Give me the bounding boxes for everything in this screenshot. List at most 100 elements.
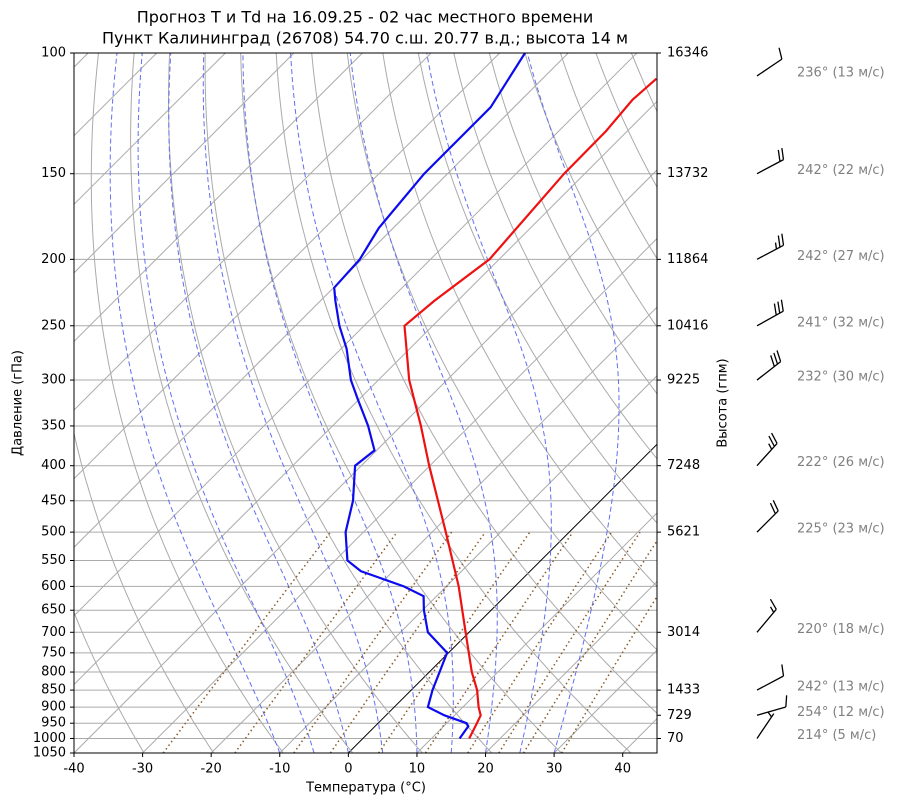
y-tick-label: 200 — [41, 252, 66, 267]
y2-axis-label: Высота (гпм) — [716, 358, 731, 447]
isotherm — [142, 237, 657, 753]
wind-barb — [756, 598, 777, 633]
wind-barb — [756, 233, 785, 260]
wind-label: 242° (27 м/с) — [797, 249, 885, 264]
dry-adiabat — [74, 431, 215, 753]
wind-barb — [756, 432, 778, 467]
dry-adiabat — [130, 53, 354, 753]
isotherm — [74, 53, 569, 548]
wind-barb — [756, 47, 783, 77]
plot-area — [74, 53, 900, 753]
dry-adiabat — [204, 53, 493, 753]
dry-adiabat — [90, 53, 284, 753]
height-label: 5621 — [667, 525, 700, 540]
isotherm — [74, 53, 432, 411]
mixing-ratio-line — [162, 531, 332, 753]
height-label: 3014 — [667, 625, 700, 640]
moist-adiabat — [168, 53, 349, 753]
mixing-ratio-line — [561, 595, 657, 753]
x-tick-label: -30 — [132, 762, 153, 777]
y-tick-label: 300 — [41, 373, 66, 388]
mixing-ratio-line — [522, 539, 657, 753]
wind-label: 242° (13 м/с) — [797, 680, 885, 695]
dry-adiabat — [630, 53, 657, 113]
isotherm — [74, 53, 226, 206]
profile-line — [333, 53, 526, 740]
wind-label: 225° (23 м/с) — [797, 522, 885, 537]
dry-adiabat — [774, 53, 900, 753]
wind-label: 242° (22 м/с) — [797, 163, 885, 178]
moist-adiabat — [290, 53, 454, 753]
plot-frame — [73, 52, 658, 754]
y-tick-label: 950 — [41, 716, 66, 731]
isotherm — [622, 717, 657, 753]
y-tick-label: 800 — [41, 665, 66, 680]
height-label: 1433 — [667, 683, 700, 698]
y-tick-label: 1000 — [33, 731, 66, 746]
isotherm — [74, 53, 501, 480]
isotherm — [347, 443, 657, 753]
dry-adiabat — [880, 53, 900, 753]
moist-adiabat — [109, 53, 281, 753]
height-label: 10416 — [667, 318, 708, 333]
isotherm — [416, 512, 657, 753]
dry-adiabat — [488, 53, 657, 395]
y-tick-label: 750 — [41, 645, 66, 660]
moist-adiabat — [426, 53, 552, 753]
wind-barb — [756, 711, 775, 739]
dry-adiabat — [738, 53, 900, 753]
wind-label: 220° (18 м/с) — [797, 622, 885, 637]
isotherm — [74, 53, 363, 343]
dry-adiabat — [382, 53, 657, 588]
moist-adiabat — [202, 53, 384, 753]
dry-adiabat — [74, 611, 145, 753]
x-tick-label: 10 — [409, 762, 426, 777]
height-label: 13732 — [667, 166, 708, 181]
isotherm — [74, 53, 638, 617]
x-tick-label: -10 — [269, 762, 290, 777]
chart-title: Прогноз T и Td на 16.09.25 - 02 час мест… — [137, 8, 593, 27]
wind-label: 214° (5 м/с) — [797, 728, 876, 743]
dry-adiabat — [311, 53, 657, 715]
mixing-ratio-line — [498, 531, 641, 753]
dry-adiabat — [809, 53, 900, 753]
x-tick-label: 20 — [477, 762, 494, 777]
wind-label: 236° (13 м/с) — [797, 65, 885, 80]
dry-adiabat — [524, 53, 657, 329]
y-tick-label: 250 — [41, 318, 66, 333]
x-axis-label: Температура (°C) — [305, 781, 426, 796]
dry-adiabat — [417, 53, 657, 524]
moist-adiabat — [526, 53, 620, 753]
chart-subtitle: Пункт Калининград (26708) 54.70 с.ш. 20.… — [102, 29, 628, 48]
isotherm — [74, 100, 657, 686]
wind-barb — [756, 664, 785, 691]
y-tick-label: 650 — [41, 603, 66, 618]
isotherm — [74, 53, 295, 274]
y-tick-label: 700 — [41, 625, 66, 640]
wind-barb — [756, 299, 784, 327]
mixing-ratio-line — [329, 531, 486, 753]
wind-barb — [756, 147, 785, 175]
mixing-ratio-line — [424, 531, 574, 753]
height-label: 729 — [667, 708, 692, 723]
mixing-ratio-line — [234, 531, 398, 753]
isotherm — [210, 306, 657, 753]
dry-adiabat — [168, 53, 423, 753]
y-tick-label: 900 — [41, 700, 66, 715]
isotherm — [760, 53, 900, 753]
wind-label: 254° (12 м/с) — [797, 705, 885, 720]
height-label: 7248 — [667, 458, 700, 473]
wind-barb — [756, 350, 782, 381]
isotherm — [74, 169, 657, 753]
x-tick-label: -20 — [201, 762, 222, 777]
y-tick-label: 500 — [41, 525, 66, 540]
y-tick-label: 850 — [41, 683, 66, 698]
isotherm — [485, 580, 657, 753]
x-tick-label: -40 — [63, 762, 84, 777]
y-tick-label: 550 — [41, 553, 66, 568]
dry-adiabat — [240, 53, 562, 753]
x-tick-label: 40 — [614, 762, 631, 777]
y-axis-label: Давление (гПа) — [11, 350, 26, 456]
height-label: 9225 — [667, 373, 700, 388]
